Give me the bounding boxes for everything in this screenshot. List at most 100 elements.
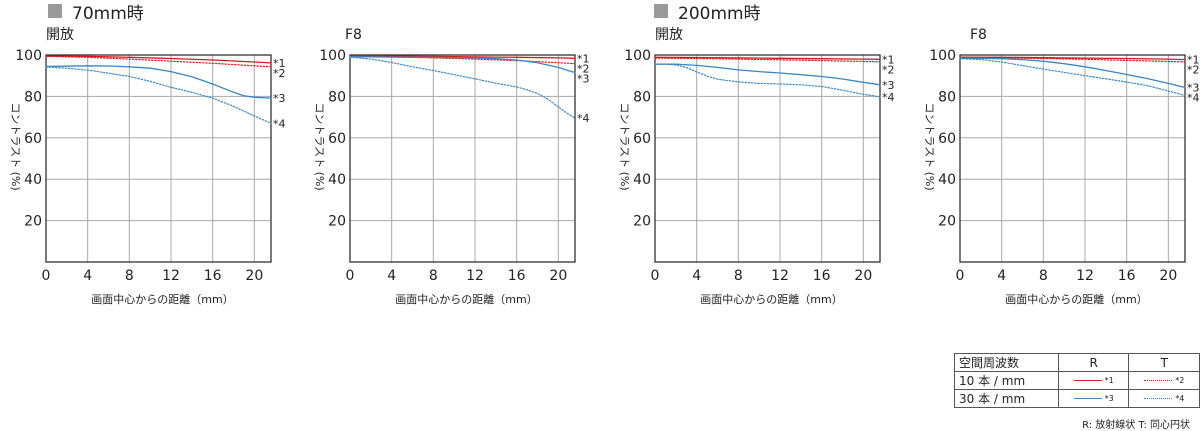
chart-title: F8 xyxy=(970,27,987,43)
series-line-1 xyxy=(349,55,576,59)
x-tick-label: 20 xyxy=(549,268,567,284)
y-tick-label: 40 xyxy=(938,172,956,188)
section-title-200mm: 200mm時 xyxy=(654,0,761,24)
legend-header-r: R xyxy=(1057,353,1130,372)
y-tick-label: 60 xyxy=(24,131,42,147)
series-line-4 xyxy=(45,66,272,124)
legend-header-label: 空間周波数 xyxy=(954,353,1059,372)
y-tick-label: 80 xyxy=(24,89,42,105)
legend-row-label: 30 本 / mm xyxy=(954,389,1059,408)
y-tick-label: 40 xyxy=(24,172,42,188)
series-line-2 xyxy=(654,57,881,63)
x-axis-label: 画面中心からの距離（mm） xyxy=(700,292,842,306)
chart-2: F8 20 40 60 80 100 0 4 8 12 16 20 画面中心からの距離（mm） コントラス… xyxy=(313,27,590,306)
y-axis-label: コントラスト (%) xyxy=(313,102,326,190)
x-tick-label: 12 xyxy=(771,268,789,284)
chart-1: 開放 20 40 60 80 100 0 4 8 12 16 20 画面中心からの距離（mm） コントラス… xyxy=(9,27,286,306)
series-end-label: *3 xyxy=(577,72,590,85)
series-line-3 xyxy=(45,65,272,99)
x-tick-label: 16 xyxy=(1118,268,1136,284)
x-tick-label: 4 xyxy=(83,268,92,284)
x-tick-label: 4 xyxy=(387,268,396,284)
legend-tag: *4 xyxy=(1175,394,1185,403)
y-tick-label: 40 xyxy=(328,172,346,188)
chart-title: 開放 xyxy=(655,27,683,43)
y-tick-label: 20 xyxy=(328,214,346,230)
legend-sample-solid-red xyxy=(1073,380,1102,381)
x-axis-label: 画面中心からの距離（mm） xyxy=(91,292,233,306)
legend-sample-dotted-red xyxy=(1144,380,1173,381)
x-axis-label: 画面中心からの距離（mm） xyxy=(395,292,537,306)
series-end-label: *2 xyxy=(1187,64,1200,77)
section-title-text: 200mm時 xyxy=(678,3,761,24)
series-line-2 xyxy=(959,56,1186,63)
legend-cell-t2: *2 xyxy=(1128,371,1200,390)
chart-3: 開放 20 40 60 80 100 0 4 8 12 16 20 画面中心からの距離（mm） コントラス… xyxy=(618,27,895,306)
series-end-label: *3 xyxy=(1187,81,1200,94)
x-tick-label: 0 xyxy=(956,268,965,284)
series-line-3 xyxy=(654,63,881,86)
x-tick-label: 16 xyxy=(508,268,526,284)
y-tick-label: 20 xyxy=(633,214,651,230)
legend-cell-r1: *1 xyxy=(1057,371,1130,390)
chart-4: F8 20 40 60 80 100 0 4 8 12 16 20 画面中心からの距離（mm） コントラス… xyxy=(923,27,1200,306)
series-line-1 xyxy=(45,55,272,64)
y-axis-label: コントラスト (%) xyxy=(618,102,631,190)
y-tick-label: 60 xyxy=(938,131,956,147)
series-end-label: *1 xyxy=(273,57,286,70)
y-axis-label: コントラスト (%) xyxy=(9,102,22,190)
x-tick-label: 20 xyxy=(1159,268,1177,284)
y-tick-label: 20 xyxy=(938,214,956,230)
series-end-label: *4 xyxy=(273,117,286,130)
y-tick-label: 100 xyxy=(624,48,651,64)
y-tick-label: 100 xyxy=(15,48,42,64)
series-end-label: *4 xyxy=(1187,91,1200,104)
series-end-label: *1 xyxy=(577,52,590,65)
series-end-label: *2 xyxy=(577,62,590,75)
x-tick-label: 20 xyxy=(245,268,263,284)
legend-sample-dotted-blue xyxy=(1144,398,1173,399)
section-title-text: 70mm時 xyxy=(72,3,144,24)
y-tick-label: 40 xyxy=(633,172,651,188)
series-line-4 xyxy=(654,63,881,98)
section-title-70mm: 70mm時 xyxy=(48,0,144,24)
y-tick-label: 60 xyxy=(633,131,651,147)
y-tick-label: 60 xyxy=(328,131,346,147)
series-line-2 xyxy=(45,55,272,68)
x-tick-label: 16 xyxy=(813,268,831,284)
x-tick-label: 8 xyxy=(734,268,743,284)
x-axis-label: 画面中心からの距離（mm） xyxy=(1005,292,1147,306)
y-axis-label: コントラスト (%) xyxy=(923,102,936,190)
y-tick-label: 80 xyxy=(328,89,346,105)
series-end-label: *1 xyxy=(882,53,895,66)
series-end-label: *4 xyxy=(577,112,590,125)
x-tick-label: 0 xyxy=(346,268,355,284)
plot-frame xyxy=(959,54,1186,263)
y-tick-label: 80 xyxy=(633,89,651,105)
legend-note: R: 放射線状 T: 同心円状 xyxy=(1082,420,1190,431)
y-tick-label: 20 xyxy=(24,214,42,230)
legend-table: 空間周波数 R T 10 本 / mm *1 *2 30 本 / mm *3 *… xyxy=(954,353,1200,408)
y-tick-label: 80 xyxy=(938,89,956,105)
legend-cell-r3: *3 xyxy=(1057,389,1130,408)
legend-row-label: 10 本 / mm xyxy=(954,371,1059,390)
x-tick-label: 12 xyxy=(466,268,484,284)
series-line-3 xyxy=(959,57,1186,89)
legend-cell-t4: *4 xyxy=(1128,389,1200,408)
legend-tag: *1 xyxy=(1104,376,1114,385)
legend-header-t: T xyxy=(1128,353,1200,372)
series-end-label: *3 xyxy=(273,92,286,105)
series-end-label: *3 xyxy=(882,79,895,92)
legend-tag: *3 xyxy=(1104,394,1114,403)
x-tick-label: 4 xyxy=(997,268,1006,284)
series-line-4 xyxy=(349,56,576,119)
series-line-3 xyxy=(349,56,576,74)
x-tick-label: 8 xyxy=(429,268,438,284)
x-tick-label: 16 xyxy=(204,268,222,284)
legend-header-row: 空間周波数 R T xyxy=(954,353,1200,372)
series-line-1 xyxy=(654,56,881,60)
x-tick-label: 8 xyxy=(125,268,134,284)
x-tick-label: 8 xyxy=(1039,268,1048,284)
x-tick-label: 0 xyxy=(651,268,660,284)
